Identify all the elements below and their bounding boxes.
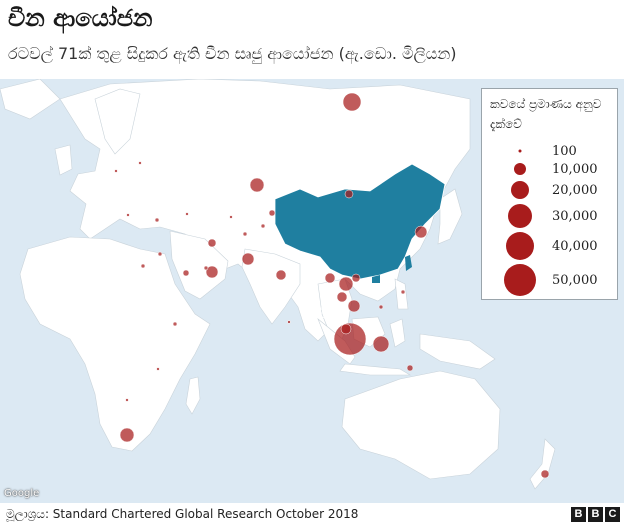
bubble[interactable] (540, 469, 550, 479)
source-text: මූලාශ්‍රය: Standard Chartered Global Res… (6, 507, 359, 521)
bubble[interactable] (340, 323, 352, 335)
bubble[interactable] (119, 427, 135, 443)
bubble[interactable] (241, 252, 255, 266)
legend-bubble-10000 (514, 163, 526, 175)
map-credit: Google (4, 488, 40, 499)
bubble[interactable] (351, 273, 361, 283)
legend-bubble-40000 (506, 232, 534, 260)
legend-label: 30,000 (552, 209, 598, 224)
bubble[interactable] (182, 269, 190, 277)
bubble[interactable] (338, 276, 354, 292)
legend-bubble-30000 (508, 204, 532, 228)
bubble[interactable] (324, 272, 336, 284)
bubble[interactable] (414, 225, 428, 239)
footer: මූලාශ්‍රය: Standard Chartered Global Res… (0, 503, 624, 527)
legend-bubble-50000 (504, 264, 536, 296)
bubble[interactable] (203, 265, 209, 271)
bubble[interactable] (406, 364, 414, 372)
bubble[interactable] (372, 335, 390, 353)
bbc-letter: C (605, 507, 620, 522)
bubble[interactable] (336, 291, 348, 303)
legend-label: 10,000 (552, 162, 598, 177)
bubble[interactable] (268, 209, 276, 217)
bubble[interactable] (378, 304, 384, 310)
taiwan-shape (405, 255, 412, 271)
legend-label: 20,000 (552, 183, 598, 198)
china-label: චීනය (318, 307, 348, 322)
legend-bubble-100 (518, 149, 522, 153)
legend-bubbles (504, 149, 536, 296)
china-shape[interactable] (274, 163, 446, 280)
bubble[interactable] (185, 212, 189, 216)
bubble[interactable] (249, 177, 265, 193)
bubble[interactable] (172, 321, 178, 327)
legend-title: කවයේ ප්‍රමාණය අනුව දැක්වේ (490, 97, 602, 131)
bubble[interactable] (156, 367, 160, 371)
bubble[interactable] (344, 189, 354, 199)
bubble[interactable] (205, 265, 219, 279)
bbc-letter: B (571, 507, 586, 522)
bubble[interactable] (126, 213, 130, 217)
page-title: චීන ආයෝජන (8, 4, 153, 32)
bubble[interactable] (260, 223, 266, 229)
bubble[interactable] (157, 251, 163, 257)
bubble[interactable] (400, 289, 406, 295)
bubble[interactable] (154, 217, 160, 223)
bubble[interactable] (287, 320, 291, 324)
bubble[interactable] (242, 231, 248, 237)
land (0, 79, 556, 490)
legend-bubble-20000 (511, 181, 529, 199)
bubble[interactable] (342, 92, 362, 112)
legend-label: 40,000 (552, 239, 598, 254)
bubble[interactable] (347, 299, 361, 313)
bubble[interactable] (229, 215, 233, 219)
legend-label: 100 (552, 144, 577, 159)
bubble[interactable] (207, 238, 217, 248)
bbc-letter: B (588, 507, 603, 522)
page-subtitle: රටවල් 71ක් තුළ සිදුකර ඇති චීන සෘජු ආයෝජන… (8, 44, 457, 63)
map-canvas (0, 79, 556, 490)
legend-label: 50,000 (552, 273, 598, 288)
bubble[interactable] (275, 269, 287, 281)
investment-bubbles (114, 92, 550, 479)
bubble[interactable] (125, 398, 129, 402)
bubble[interactable] (138, 161, 142, 165)
bubble[interactable] (140, 263, 146, 269)
legend: කවයේ ප්‍රමාණය අනුව දැක්වේ 100 10,000 20,… (481, 88, 618, 300)
bbc-logo: B B C (571, 507, 620, 522)
hainan-shape (372, 275, 380, 283)
bubble[interactable] (114, 169, 118, 173)
